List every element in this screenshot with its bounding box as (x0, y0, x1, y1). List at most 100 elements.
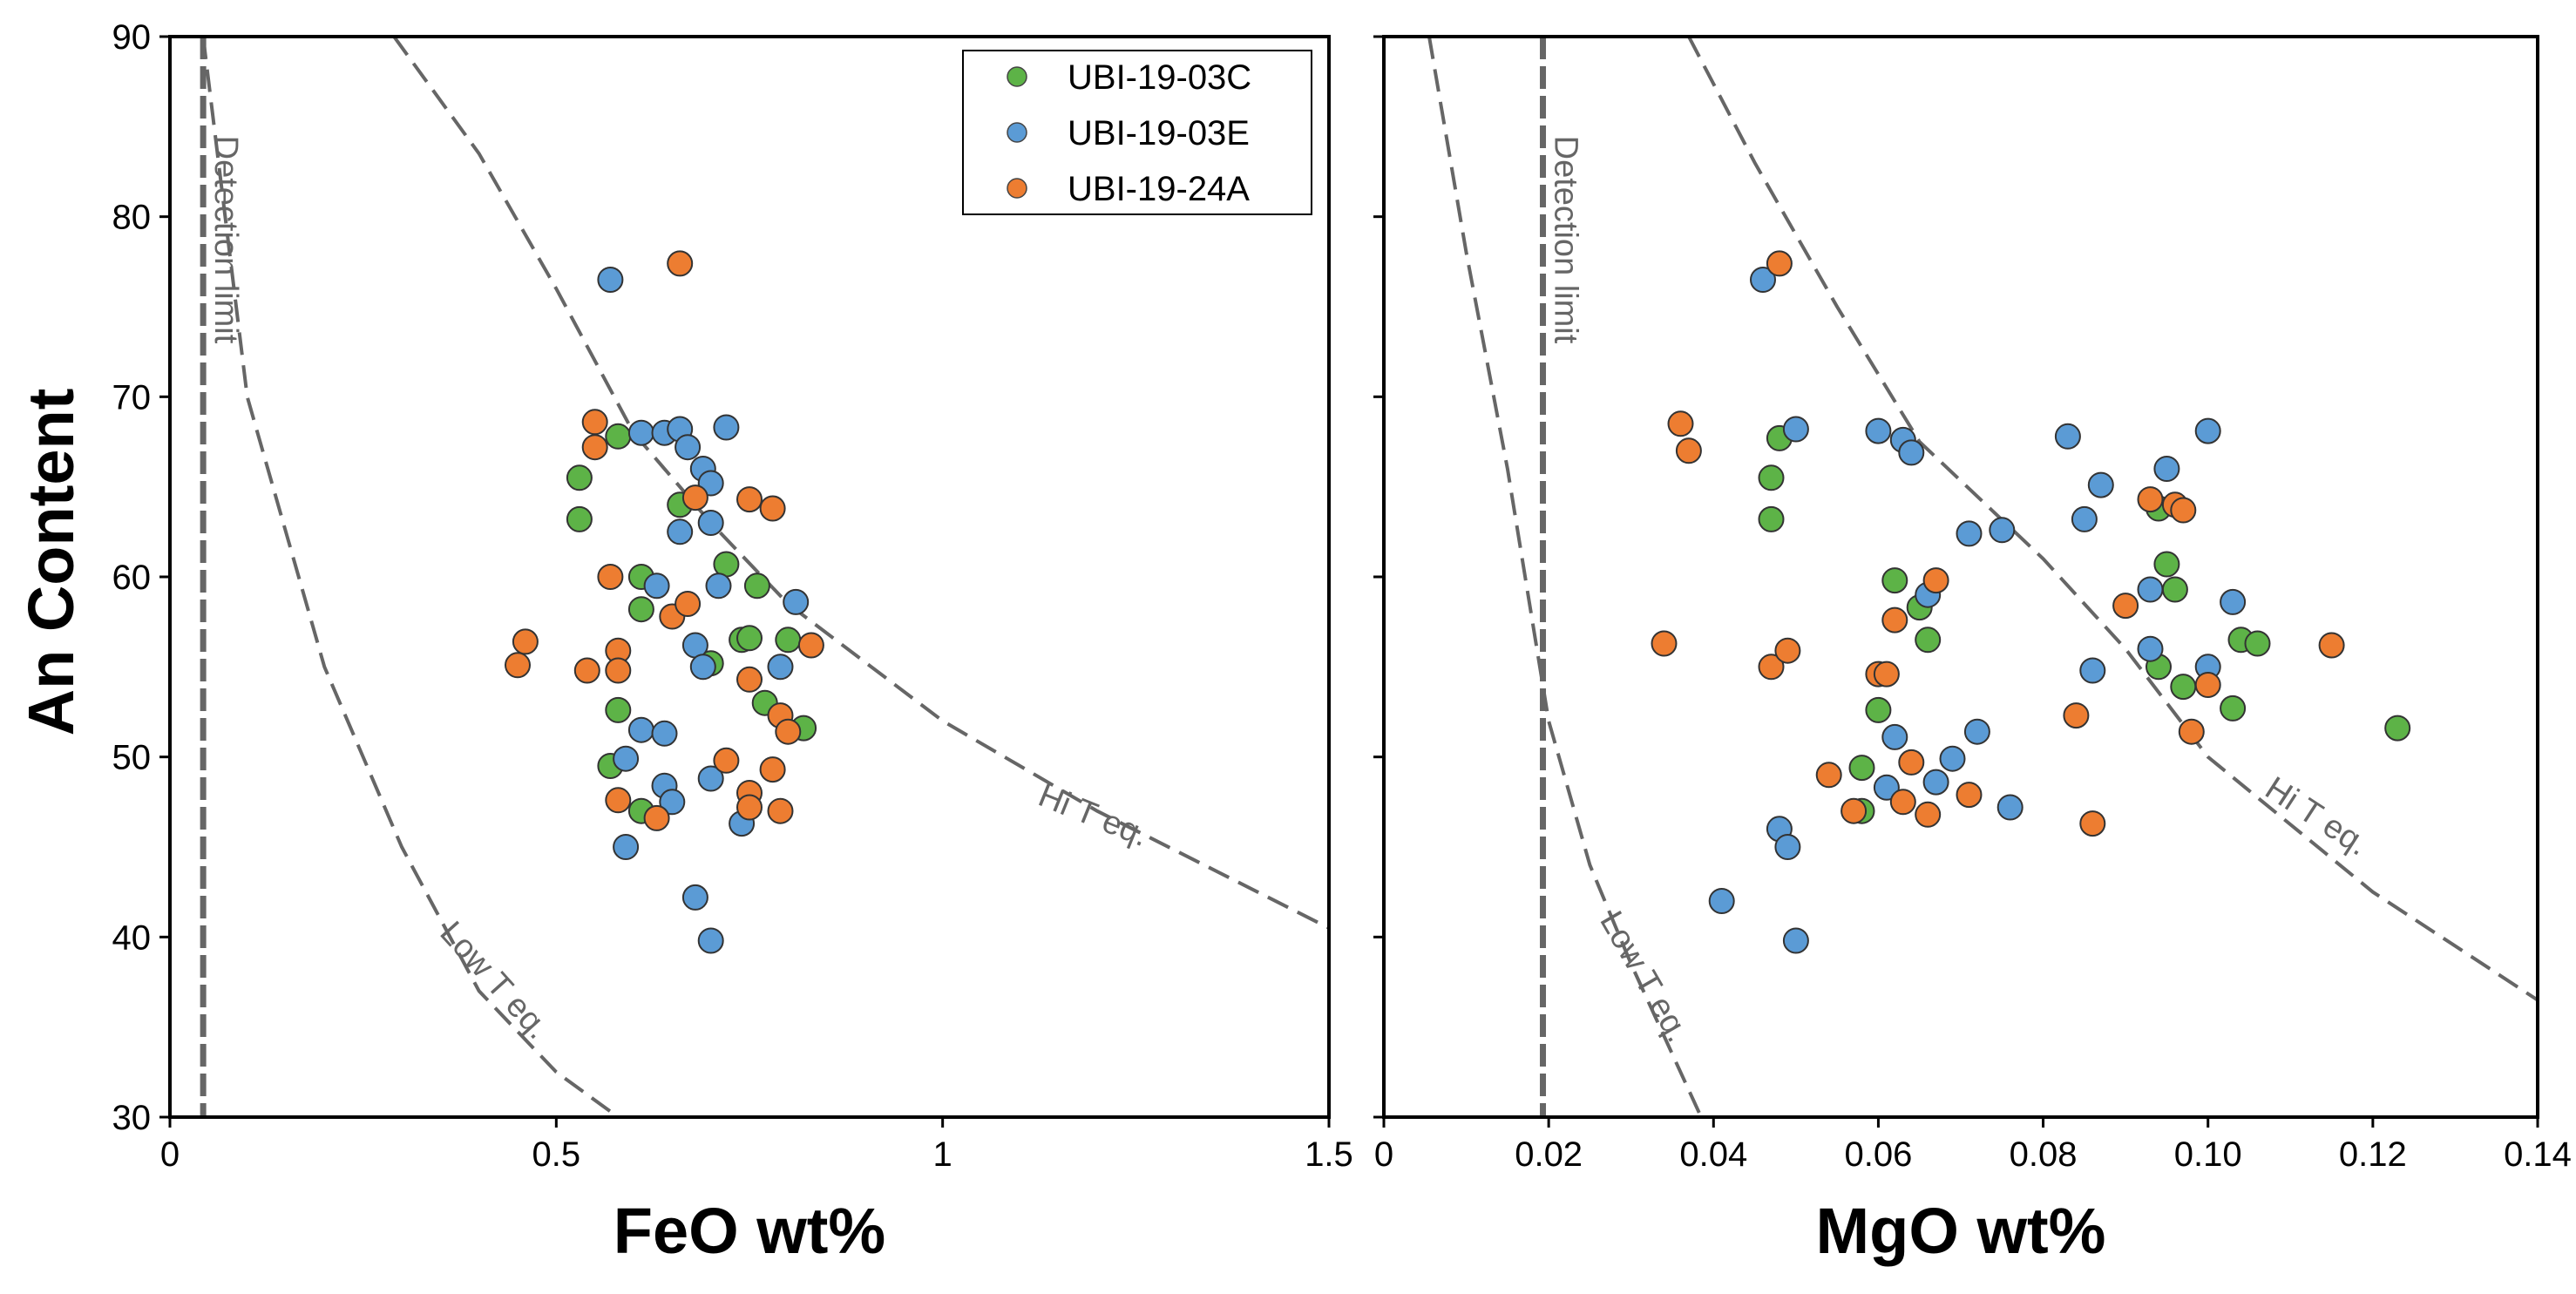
data-point (675, 434, 702, 461)
feo-low-t-curve (201, 37, 620, 1117)
data-point (2194, 672, 2221, 698)
data-point (2153, 551, 2180, 578)
data-point (1865, 417, 1892, 444)
data-point (2170, 497, 2197, 524)
y-tick-label: 90 (112, 18, 152, 57)
data-point (2244, 630, 2271, 657)
data-point (759, 495, 786, 522)
data-point (1758, 654, 1785, 681)
data-point (1956, 520, 1983, 547)
feo-series-ubi-19-03c (566, 423, 817, 824)
data-point (2063, 702, 2090, 729)
data-point (1922, 567, 1949, 594)
data-point (713, 414, 740, 441)
data-point (659, 789, 686, 816)
mgo-series-ubi-19-03e (1708, 267, 2247, 954)
data-point (1848, 755, 1875, 782)
data-point (505, 652, 531, 679)
data-point (713, 747, 740, 774)
data-point (2161, 576, 2188, 603)
feo-hi-t-label: Hi T eq. (1034, 777, 1154, 854)
data-point (667, 518, 694, 545)
data-point (1708, 888, 1735, 914)
data-point (681, 632, 708, 659)
data-point (1873, 661, 1900, 688)
legend: UBI-19-03C UBI-19-03E UBI-19-24A (962, 50, 1312, 215)
data-point (736, 794, 763, 821)
data-point (2194, 417, 2221, 444)
data-point (1939, 745, 1966, 772)
data-point (566, 464, 593, 491)
legend-label: UBI-19-03E (1068, 114, 1250, 152)
data-point (2178, 718, 2205, 745)
data-point (2054, 423, 2081, 450)
data-point (627, 419, 654, 446)
data-point (775, 627, 802, 654)
data-point (597, 564, 624, 590)
data-point (1989, 517, 2016, 544)
mgo-x-tick-label: 0.14 (2504, 1135, 2572, 1174)
data-point (2220, 588, 2247, 615)
data-point (1898, 749, 1925, 776)
mgo-low-t-label: Low T eq. (1592, 905, 1696, 1048)
mgo-x-tick-label: 0.10 (2174, 1135, 2242, 1174)
data-point (1782, 416, 1809, 443)
data-point (1881, 606, 1908, 633)
data-point (651, 720, 678, 747)
data-point (581, 434, 608, 461)
data-point (2384, 715, 2411, 742)
y-tick-label: 70 (112, 378, 152, 417)
data-point (2071, 505, 2098, 532)
data-point (1873, 774, 1900, 801)
data-point (697, 765, 724, 792)
data-point (797, 632, 824, 659)
mgo-panel: Detection limit Low T eq. Hi T eq. 0 0.02 0.0… (1373, 35, 2572, 1267)
data-point (613, 745, 640, 772)
data-point (1996, 794, 2024, 821)
mgo-x-tick-label: 0 (1374, 1135, 1393, 1174)
data-point (1963, 718, 1990, 745)
data-point (566, 505, 593, 532)
data-point (759, 756, 786, 783)
y-tick-label: 50 (112, 739, 152, 777)
y-axis-title: An Content (15, 389, 87, 736)
mgo-x-axis-title: MgO wt% (1816, 1195, 2106, 1267)
data-point (681, 484, 708, 512)
data-point (1840, 797, 1868, 824)
feo-x-axis-title: FeO wt% (613, 1195, 885, 1267)
data-point (1667, 410, 1694, 437)
data-point (1675, 437, 1702, 464)
data-point (1750, 267, 1776, 293)
mgo-x-tick-label: 0.08 (2010, 1135, 2078, 1174)
data-point (775, 718, 802, 745)
y-tick-label: 40 (112, 918, 152, 957)
data-point (1782, 927, 1809, 954)
mgo-x-tick-label: 0.06 (1844, 1135, 1912, 1174)
data-point (713, 551, 740, 578)
data-point (689, 654, 716, 681)
data-point (2318, 632, 2345, 659)
feo-x-tick-label: 0.5 (532, 1135, 581, 1174)
legend-marker (1007, 66, 1027, 87)
data-point (605, 423, 632, 450)
data-point (512, 628, 539, 655)
data-point (2137, 576, 2164, 603)
data-point (573, 657, 600, 684)
data-point (783, 588, 810, 615)
data-point (1758, 464, 1785, 491)
data-point (1865, 696, 1892, 723)
mgo-hi-t-curve (1687, 37, 2538, 1002)
data-point (627, 596, 654, 623)
legend-label: UBI-19-24A (1068, 170, 1250, 208)
data-point (1881, 567, 1908, 594)
data-point (643, 804, 670, 831)
data-point (1766, 250, 1793, 277)
legend-marker (1007, 122, 1027, 143)
feo-low-t-label: Low T eq. (432, 915, 556, 1047)
data-point (1758, 505, 1785, 532)
mgo-series-ubi-19-03c (1758, 424, 2411, 824)
data-point (675, 591, 702, 617)
data-point (1898, 439, 1925, 466)
data-point (1815, 762, 1842, 789)
